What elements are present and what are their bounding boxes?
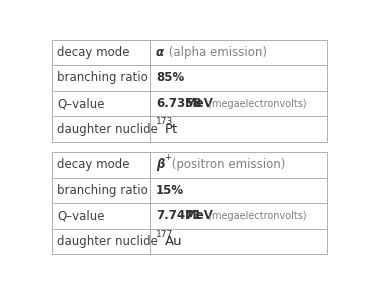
Text: α: α — [156, 46, 164, 59]
Text: 6.7358: 6.7358 — [156, 97, 202, 110]
Text: 177: 177 — [156, 230, 173, 239]
Text: Q–value: Q–value — [57, 210, 105, 222]
Bar — [53, 40, 327, 142]
Text: 85%: 85% — [156, 72, 184, 84]
Text: (positron emission): (positron emission) — [168, 158, 286, 171]
Text: decay mode: decay mode — [57, 158, 130, 171]
Bar — [53, 152, 327, 254]
Text: (alpha emission): (alpha emission) — [165, 46, 266, 59]
Text: Au: Au — [165, 235, 182, 248]
Text: +: + — [164, 153, 171, 162]
Text: (megaelectronvolts): (megaelectronvolts) — [205, 99, 306, 109]
Text: MeV: MeV — [185, 210, 213, 222]
Text: decay mode: decay mode — [57, 46, 130, 59]
Text: daughter nuclide: daughter nuclide — [57, 235, 158, 248]
Text: branching ratio: branching ratio — [57, 184, 148, 197]
Text: MeV: MeV — [185, 97, 213, 110]
Text: Pt: Pt — [165, 123, 178, 136]
Text: daughter nuclide: daughter nuclide — [57, 123, 158, 136]
Text: 7.7471: 7.7471 — [156, 210, 201, 222]
Text: 15%: 15% — [156, 184, 184, 197]
Text: Q–value: Q–value — [57, 97, 105, 110]
Text: branching ratio: branching ratio — [57, 72, 148, 84]
Text: β: β — [156, 158, 164, 171]
Text: 173: 173 — [156, 118, 173, 127]
Text: (megaelectronvolts): (megaelectronvolts) — [205, 211, 306, 221]
